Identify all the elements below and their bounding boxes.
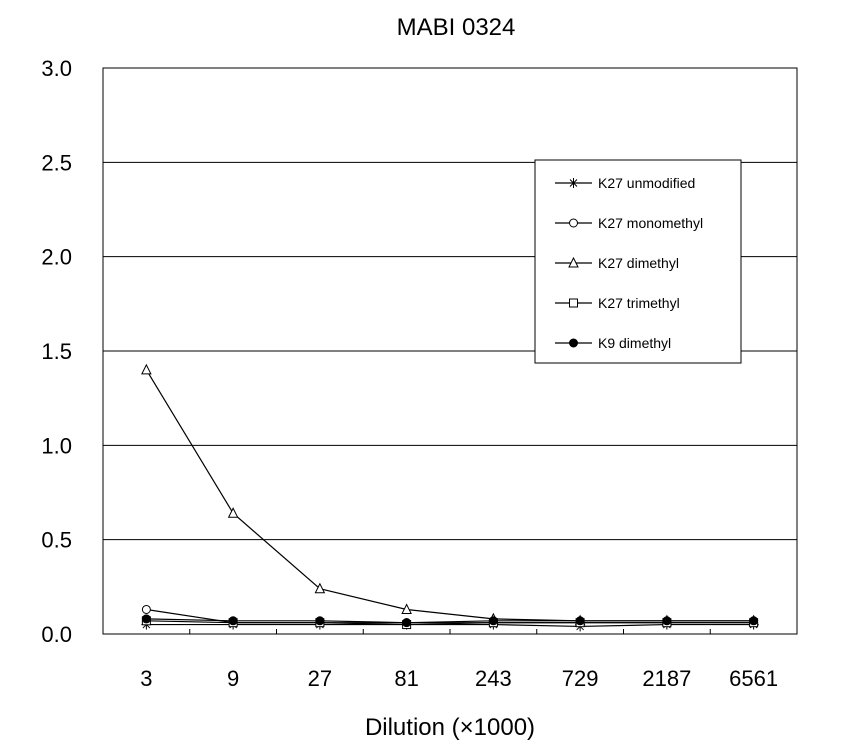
legend-label: K27 trimethyl: [598, 295, 680, 311]
chart-title: MABI 0324: [397, 14, 516, 41]
series-line: [146, 620, 754, 626]
legend: K27 unmodified K27 monomethyl K27 dimethyl…: [534, 159, 742, 364]
circle-filled-marker: [569, 338, 578, 348]
triangle-open-marker: [568, 256, 579, 268]
triangle-open-marker: [401, 603, 412, 614]
series-line: [146, 623, 754, 628]
x-axis-label: Dilution (×1000): [365, 714, 535, 741]
circle-filled-marker: [228, 616, 238, 626]
legend-label: K9 dimethyl: [598, 335, 671, 351]
y-tick-label: 0.0: [41, 622, 72, 647]
circle-filled-marker: [749, 616, 759, 626]
circle-filled-marker: [575, 616, 585, 626]
circle-filled-marker: [488, 616, 498, 626]
legend-label: K27 monomethyl: [598, 215, 703, 231]
circle-filled-marker: [141, 614, 151, 624]
asterisk-marker: [568, 178, 579, 188]
series-5: [141, 614, 759, 628]
plot-area-frame: [102, 67, 798, 635]
x-tick-label: 729: [562, 666, 599, 691]
series-3: [141, 363, 759, 626]
triangle-open-marker: [141, 363, 152, 375]
legend-item: K9 dimethyl: [555, 335, 671, 351]
y-tick-labels: 0.0 0.5 1.0 1.5 2.0 2.5 3.0: [41, 56, 72, 647]
circle-open-marker: [141, 604, 151, 614]
y-tick-label: 2.0: [41, 245, 72, 270]
x-tick-label: 2187: [642, 666, 691, 691]
legend-item: K27 monomethyl: [555, 215, 703, 231]
triangle-open-marker: [227, 507, 239, 518]
triangle-open-marker: [314, 582, 326, 594]
x-tick-label: 3: [140, 666, 152, 691]
x-tick-label: 81: [394, 666, 418, 691]
circle-filled-marker: [315, 616, 325, 626]
legend-box: [534, 159, 742, 364]
x-tick-label: 27: [308, 666, 332, 691]
y-tick-label: 3.0: [41, 56, 72, 81]
legend-item: K27 dimethyl: [555, 255, 679, 271]
circle-filled-marker: [402, 618, 412, 628]
legend-label: K27 unmodified: [598, 175, 695, 191]
series-line: [146, 618, 754, 624]
circle-open-marker: [569, 218, 578, 228]
series-group: [141, 363, 759, 632]
y-tick-label: 1.0: [41, 433, 72, 458]
x-tick-label: 243: [475, 666, 512, 691]
legend-item: K27 trimethyl: [555, 295, 680, 311]
legend-label: K27 dimethyl: [598, 255, 679, 271]
series-line: [145, 369, 754, 622]
x-tick-label: 9: [227, 666, 239, 691]
circle-filled-marker: [662, 616, 672, 626]
x-tick-labels: 3 9 27 81 243 729 2187 6561: [102, 629, 798, 691]
y-tick-label: 2.5: [41, 150, 72, 175]
x-tick-label: 6561: [729, 666, 778, 691]
square-open-marker: [569, 298, 578, 308]
y-tick-label: 0.5: [41, 528, 72, 553]
legend-item: K27 unmodified: [555, 175, 695, 191]
y-tick-label: 1.5: [41, 339, 72, 364]
